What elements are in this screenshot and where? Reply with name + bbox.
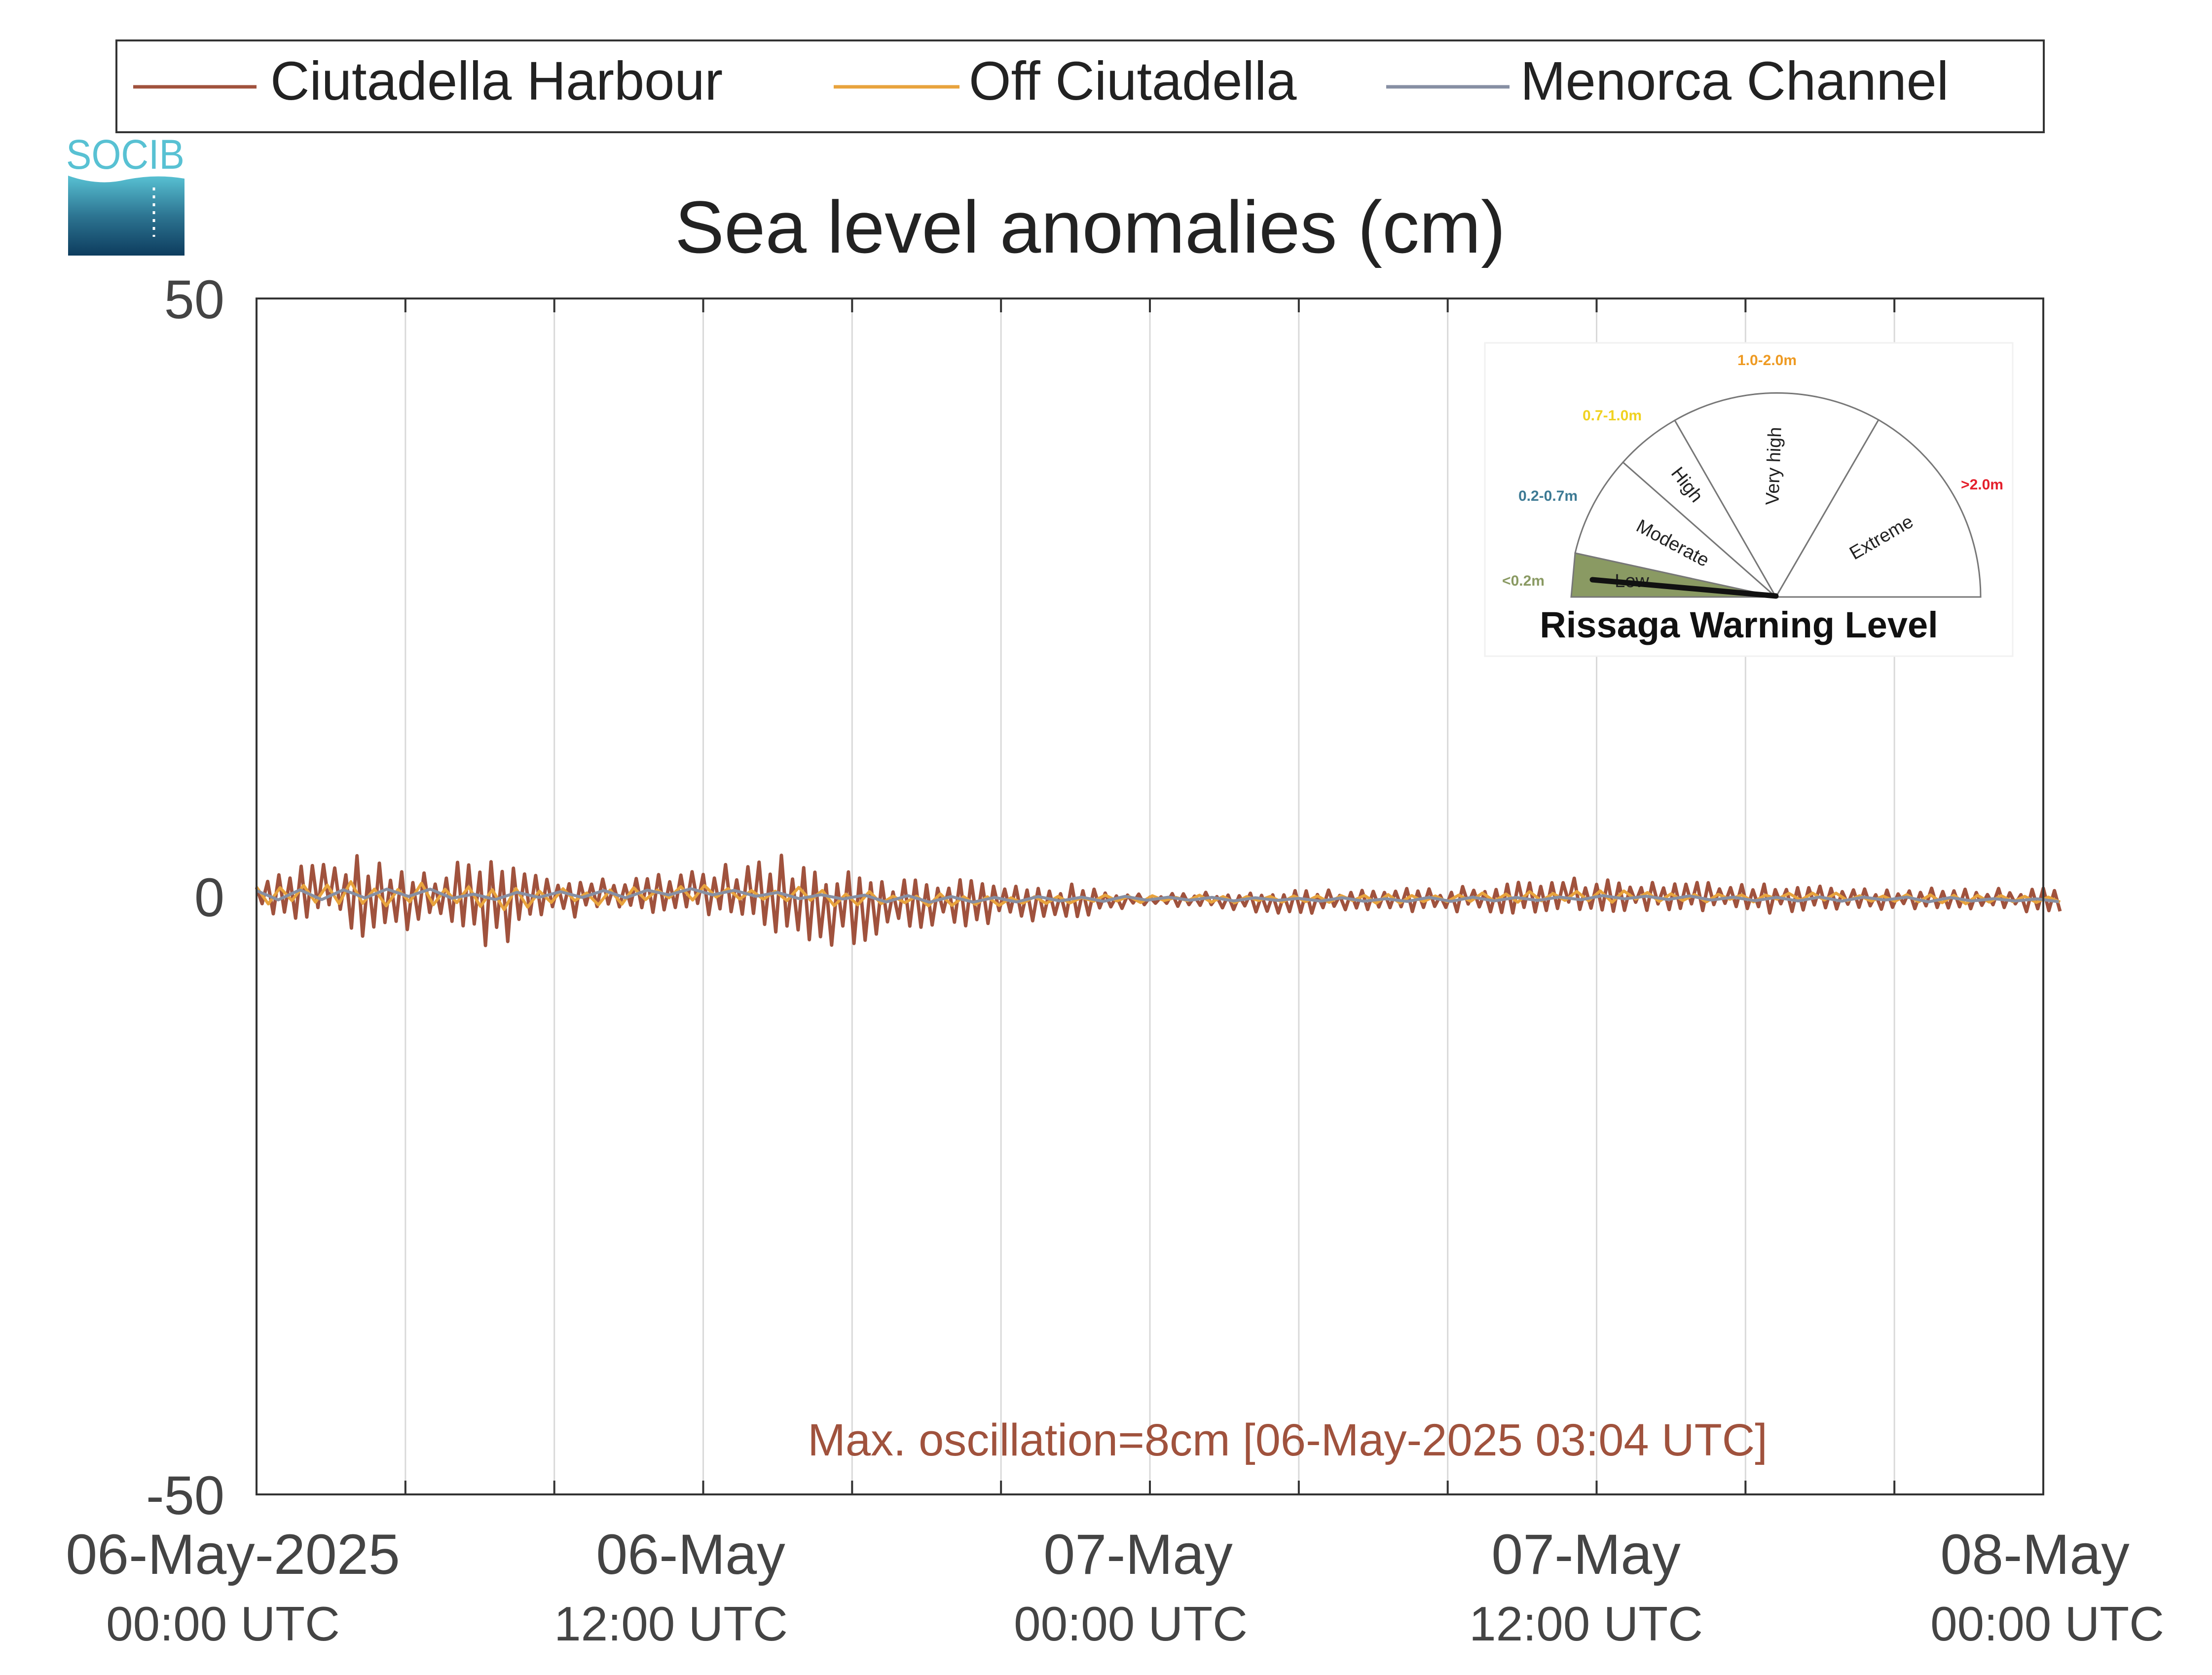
chart-title: Sea level anomalies (cm) <box>675 186 1506 268</box>
legend-label-menorca-channel: Menorca Channel <box>1520 51 1949 112</box>
rissaga-warning-gauge: Low Moderate High Very high Extreme <0.2… <box>1484 342 2014 657</box>
gauge-range-extreme: >2.0m <box>1961 477 2003 493</box>
x-tick-date: 06-May <box>596 1523 785 1586</box>
y-tick-label: 0 <box>194 867 224 928</box>
x-axis-labels: 06-May-2025 00:00 UTC 06-May 12:00 UTC 0… <box>66 1523 2164 1651</box>
gauge-range-low: <0.2m <box>1502 573 1545 589</box>
y-tick-label: 50 <box>164 269 224 330</box>
gauge-needle <box>1589 577 1779 599</box>
y-tick-label: -50 <box>146 1465 224 1526</box>
x-tick-date: 06-May-2025 <box>66 1523 400 1586</box>
x-tick-date: 07-May <box>1491 1523 1681 1586</box>
x-tick-time: 00:00 UTC <box>1930 1597 2164 1651</box>
legend-label-ciutadella-harbour: Ciutadella Harbour <box>270 51 723 112</box>
gauge-sector-extreme <box>1774 418 1982 598</box>
x-tick-time: 12:00 UTC <box>554 1597 788 1651</box>
x-tick-time: 00:00 UTC <box>1014 1597 1248 1651</box>
legend-label-off-ciutadella: Off Ciutadella <box>969 51 1297 112</box>
x-tick-date: 07-May <box>1043 1523 1233 1586</box>
legend: Ciutadella Harbour Off Ciutadella Menorc… <box>115 39 2045 133</box>
gauge-sector-moderate <box>1574 461 1779 598</box>
gauge-range-high: 0.7-1.0m <box>1583 408 1642 424</box>
series-line-menorca-channel <box>256 887 2059 904</box>
gauge-sector-label-very-high: Very high <box>1762 427 1786 506</box>
gauge-sector-very-high <box>1673 392 1880 599</box>
x-tick-time: 00:00 UTC <box>106 1597 340 1651</box>
socib-logo-text: SOCIB <box>66 131 184 178</box>
socib-logo: SOCIB <box>66 131 184 256</box>
x-tick-time: 12:00 UTC <box>1469 1597 1703 1651</box>
socib-logo-wave-icon <box>68 176 184 256</box>
gauge-range-moderate: 0.2-0.7m <box>1518 488 1578 504</box>
x-tick-date: 08-May <box>1940 1523 2130 1586</box>
gauge-title: Rissaga Warning Level <box>1540 604 1938 645</box>
gauge-range-very-high: 1.0-2.0m <box>1737 352 1797 369</box>
x-axis-ticks <box>404 298 1896 1494</box>
legend-box <box>115 39 2045 133</box>
series-layer <box>255 854 2062 947</box>
max-oscillation-annotation: Max. oscillation=8cm [06-May-2025 03:04 … <box>808 1415 1768 1465</box>
